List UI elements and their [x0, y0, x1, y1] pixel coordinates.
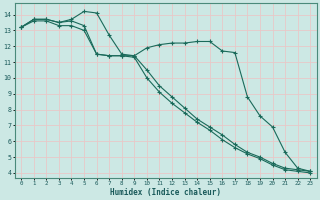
X-axis label: Humidex (Indice chaleur): Humidex (Indice chaleur) [110, 188, 221, 197]
